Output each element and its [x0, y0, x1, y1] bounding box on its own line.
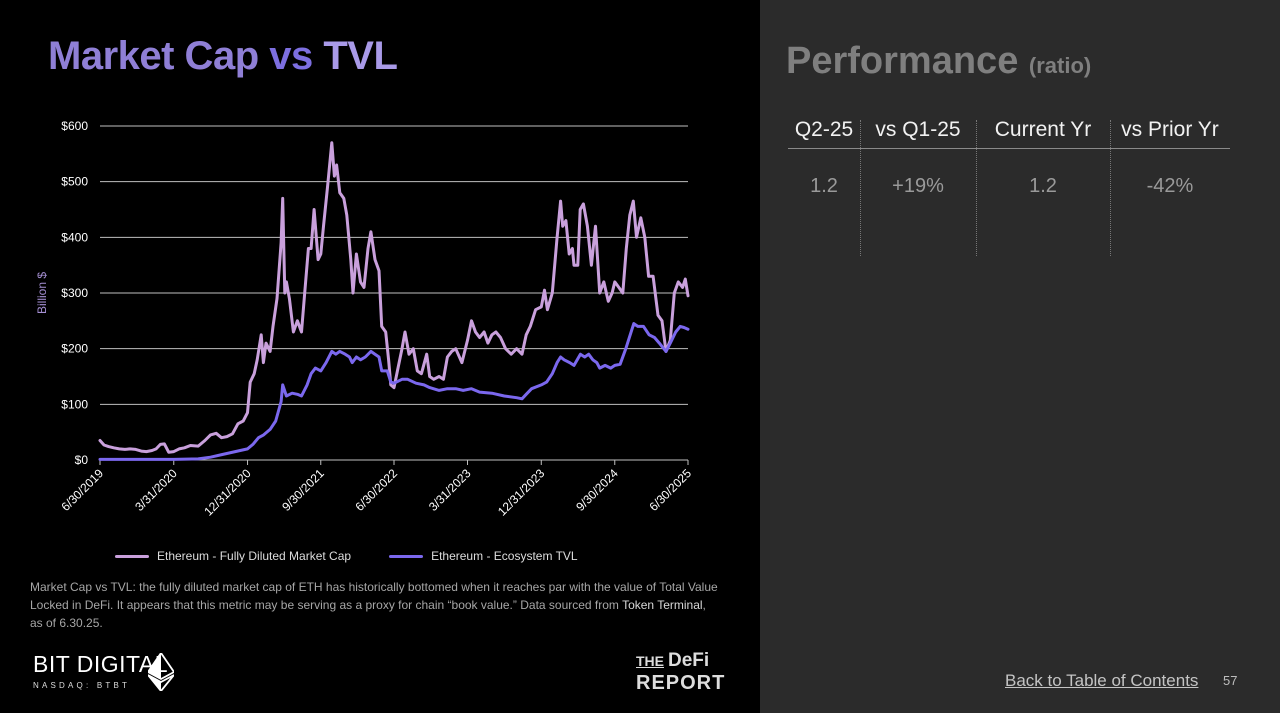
y-tick-label: $400 — [61, 230, 88, 244]
header-vs-q1-25: vs Q1-25 — [875, 118, 961, 141]
series-line-tvl — [98, 322, 690, 461]
legend-label-market-cap: Ethereum - Fully Diluted Market Cap — [157, 549, 352, 563]
x-tick-label: 12/31/2023 — [495, 466, 548, 519]
right-panel: Performance (ratio) Q2-25 vs Q1-25 Curre… — [760, 0, 1280, 713]
caption-source: Token Terminal — [622, 598, 703, 612]
y-tick-label: $100 — [61, 397, 88, 411]
performance-unit: (ratio) — [1028, 53, 1092, 78]
left-panel: Market Cap vs TVL $0 $100 $200 $300 $400 $500… — [30, 34, 725, 694]
back-to-toc-link[interactable]: Back to Table of Contents — [1005, 671, 1199, 690]
legend-item-market-cap: Ethereum - Fully Diluted Market Cap — [115, 549, 351, 563]
series-line-market-cap — [98, 141, 690, 454]
y-tick-label: $500 — [61, 175, 88, 189]
table-header-row: Q2-25 vs Q1-25 Current Yr vs Prior Yr — [788, 114, 1230, 149]
ethereum-icon — [148, 653, 174, 691]
chart-legend: Ethereum - Fully Diluted Market Cap Ethe… — [115, 549, 578, 563]
defi-logo-the: THE — [636, 653, 664, 669]
bit-digital-name: BIT DIGITAL — [33, 651, 169, 677]
x-tick-label: 12/31/2020 — [201, 466, 254, 519]
performance-title-text: Performance — [786, 40, 1019, 82]
page-title: Market Cap vs TVL — [48, 34, 398, 79]
column-divider — [1110, 120, 1111, 256]
value-vs-prior-yr: -42% — [1146, 175, 1194, 197]
legend-swatch-tvl — [389, 554, 424, 558]
header-vs-prior-yr: vs Prior Yr — [1121, 118, 1219, 141]
x-tick-label: 9/30/2021 — [279, 466, 327, 514]
header-q2-25: Q2-25 — [794, 118, 854, 141]
header-current-yr: Current Yr — [994, 118, 1092, 141]
page-number: 57 — [1223, 673, 1238, 688]
line-chart: $0 $100 $200 $300 $400 $500 $600 Billion $ 6/30/… — [35, 119, 694, 519]
defi-logo-report: REPORT — [636, 672, 726, 694]
y-tick-label: $600 — [61, 119, 88, 133]
title-part-3: TVL — [323, 34, 398, 78]
value-current-yr: 1.2 — [1029, 175, 1057, 197]
caption-text: Market Cap vs TVL: the fully diluted mar… — [30, 580, 718, 612]
performance-title: Performance (ratio) — [786, 40, 1091, 83]
y-tick-label: $300 — [61, 286, 88, 300]
table-row: 1.2 +19% 1.2 -42% — [788, 149, 1230, 251]
value-q2-25: 1.2 — [810, 175, 838, 197]
legend-swatch-market-cap — [115, 554, 149, 558]
y-axis-label: Billion $ — [35, 272, 49, 314]
performance-table: Q2-25 vs Q1-25 Current Yr vs Prior Yr 1.… — [788, 114, 1230, 251]
x-tick-label: 6/30/2025 — [646, 466, 694, 514]
y-tick-label: $0 — [75, 453, 89, 467]
bit-digital-ticker: NASDAQ: BTBT — [33, 681, 131, 690]
caption-tail: , as of 6.30.25. — [30, 598, 706, 630]
value-vs-q1-25: +19% — [892, 175, 944, 197]
x-tick-label: 3/31/2020 — [132, 466, 180, 514]
x-tick-label: 3/31/2023 — [426, 466, 474, 514]
legend-label-tvl: Ethereum - Ecosystem TVL — [431, 549, 578, 563]
column-divider — [976, 120, 977, 256]
x-tick-label: 6/30/2022 — [352, 466, 400, 514]
title-part-1: Market Cap — [48, 34, 259, 78]
column-divider — [860, 120, 861, 256]
defi-report-logo: THE DeFi REPORT — [636, 650, 725, 694]
chart-caption: Market Cap vs TVL: the fully diluted mar… — [30, 578, 720, 632]
x-tick-label: 6/30/2019 — [58, 466, 106, 514]
x-tick-label: 9/30/2024 — [573, 466, 621, 514]
legend-item-tvl: Ethereum - Ecosystem TVL — [389, 549, 578, 563]
y-tick-label: $200 — [61, 342, 88, 356]
defi-logo-defi: DeFi — [668, 650, 710, 671]
title-part-2: vs — [269, 34, 313, 78]
bit-digital-logo: BIT DIGITAL NASDAQ: BTBT — [33, 651, 168, 690]
